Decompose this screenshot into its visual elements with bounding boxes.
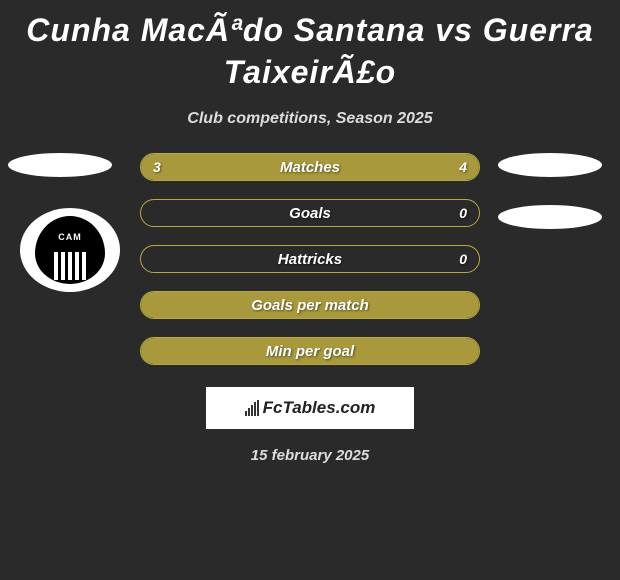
bar-value-right: 0 — [459, 205, 467, 221]
bar-value-left: 3 — [153, 159, 161, 175]
season-subtitle: Club competitions, Season 2025 — [0, 110, 620, 128]
footer-brand-text: FcTables.com — [263, 398, 376, 418]
bar-label: Goals — [289, 205, 331, 222]
bar-label: Goals per match — [251, 297, 369, 314]
bar-label: Hattricks — [278, 251, 342, 268]
bar-fill-left — [141, 154, 286, 180]
player-right-placeholder-1 — [498, 153, 602, 177]
bar-value-right: 4 — [459, 159, 467, 175]
shield-icon — [35, 216, 105, 284]
stat-bar: 3 Matches 4 — [140, 153, 480, 181]
club-logo: ★ — [20, 208, 120, 292]
stat-bar: Goals per match — [140, 291, 480, 319]
bar-label: Matches — [280, 159, 340, 176]
stat-bar: Goals 0 — [140, 199, 480, 227]
stats-bars: 3 Matches 4 Goals 0 Hattricks 0 Goals pe… — [140, 153, 480, 365]
player-left-placeholder — [8, 153, 112, 177]
footer-date: 15 february 2025 — [0, 447, 620, 464]
stat-bar: Hattricks 0 — [140, 245, 480, 273]
player-right-placeholder-2 — [498, 205, 602, 229]
content-area: ★ 3 Matches 4 Goals 0 — [0, 153, 620, 464]
comparison-title: Cunha MacÃªdo Santana vs Guerra TaixeirÃ… — [0, 0, 620, 98]
footer-brand: FcTables.com — [206, 387, 414, 429]
stat-bar: Min per goal — [140, 337, 480, 365]
bar-value-right: 0 — [459, 251, 467, 267]
bars-icon — [245, 400, 259, 416]
bar-label: Min per goal — [266, 343, 354, 360]
